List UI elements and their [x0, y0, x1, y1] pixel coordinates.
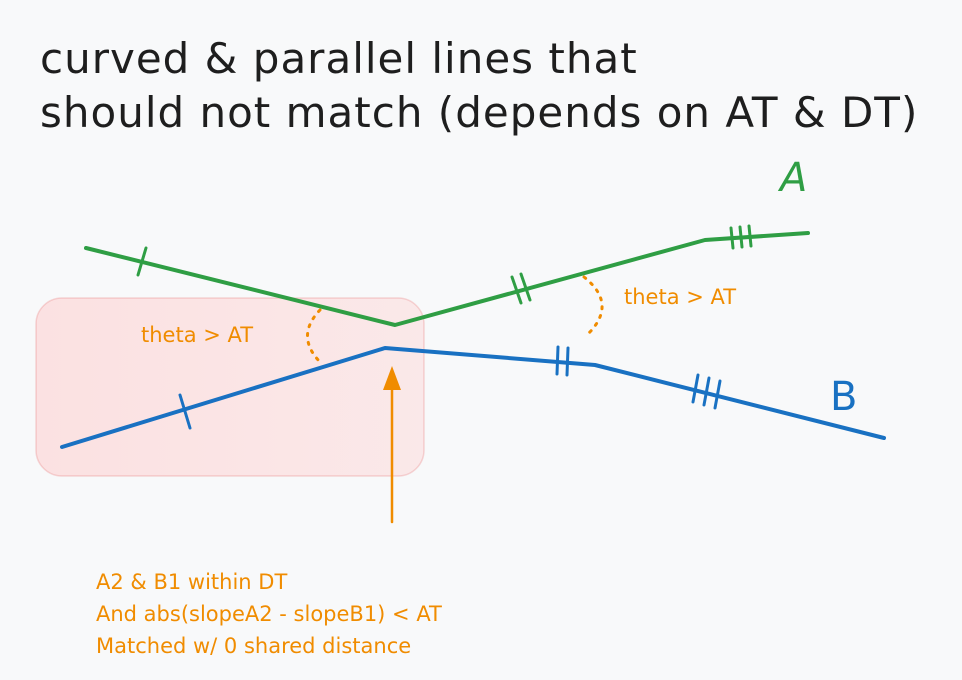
angle-arc-left [306, 308, 322, 364]
line-b-tick-3a [691, 373, 700, 404]
angle-arc-right [582, 275, 604, 336]
line-a-tick-3a [729, 226, 735, 250]
note-line-1: A2 & B1 within DT [96, 570, 288, 594]
line-a-tick-3b [738, 225, 744, 249]
line-a-tick-1 [136, 246, 148, 277]
line-a-label: A [777, 155, 807, 201]
line-b-label: B [830, 374, 857, 420]
note-line-2: And abs(slopeA2 - slopeB1) < AT [96, 602, 442, 626]
line-a-tick-2a [510, 275, 523, 305]
line-a-tick-3c [747, 224, 753, 248]
line-a-tick-2b [519, 272, 532, 302]
highlight-region [35, 297, 425, 477]
line-b-tick-3b [702, 376, 711, 407]
line-b-tick-2a [555, 345, 560, 376]
note-line-3: Matched w/ 0 shared distance [96, 634, 412, 658]
title-line-1: curved & parallel lines that [40, 34, 638, 83]
line-b-tick-2b [565, 346, 570, 377]
line-b-ticks [178, 345, 722, 430]
arrow-head [383, 366, 401, 390]
line-a-ticks [136, 224, 753, 305]
line-b-tick-3c [713, 379, 722, 410]
title-line-2: should not match (depends on AT & DT) [40, 88, 919, 137]
line-b [60, 346, 886, 449]
line-a [84, 231, 810, 327]
theta-label-left: theta > AT [141, 323, 253, 347]
line-b-tick-1 [178, 393, 192, 430]
theta-label-right: theta > AT [624, 285, 736, 309]
